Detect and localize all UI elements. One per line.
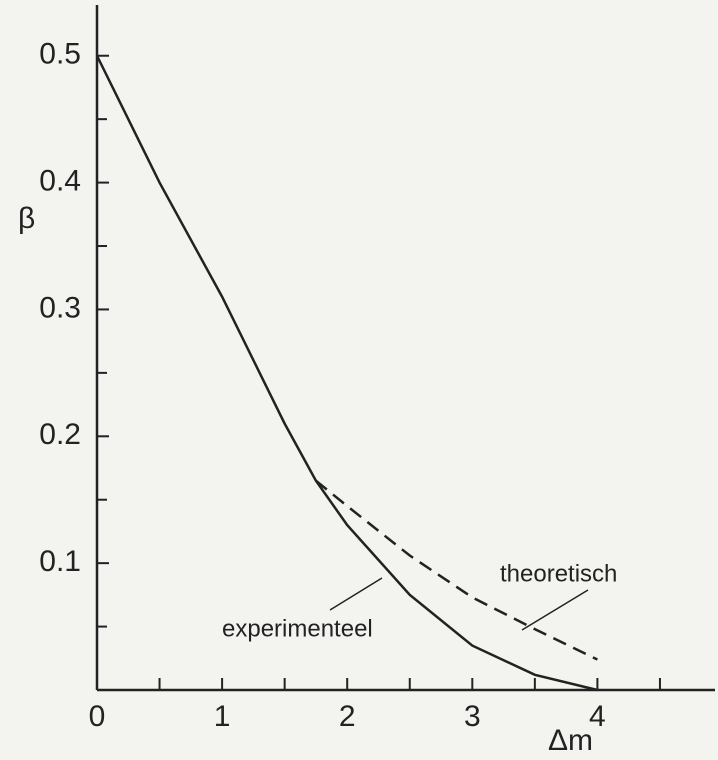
x-tick-label: 0 bbox=[89, 700, 106, 733]
y-tick-label: 0.2 bbox=[39, 418, 81, 451]
series-line bbox=[315, 479, 598, 661]
y-tick-label: 0.4 bbox=[39, 165, 81, 198]
y-tick-label: 0.3 bbox=[39, 291, 81, 324]
series-label: experimenteel bbox=[222, 615, 373, 642]
y-axis-label: β bbox=[18, 202, 35, 235]
y-tick-label: 0.1 bbox=[39, 545, 81, 578]
x-tick-label: 3 bbox=[464, 700, 481, 733]
x-tick-label: 1 bbox=[214, 700, 231, 733]
x-tick-label: 4 bbox=[589, 700, 606, 733]
leader-line bbox=[521, 589, 589, 631]
series-line bbox=[95, 55, 598, 692]
x-tick-label: 2 bbox=[339, 700, 356, 733]
x-axis-label: Δm bbox=[548, 724, 593, 757]
y-tick-label: 0.5 bbox=[39, 38, 81, 71]
series-label: theoretisch bbox=[500, 560, 617, 587]
leader-line bbox=[329, 577, 383, 611]
